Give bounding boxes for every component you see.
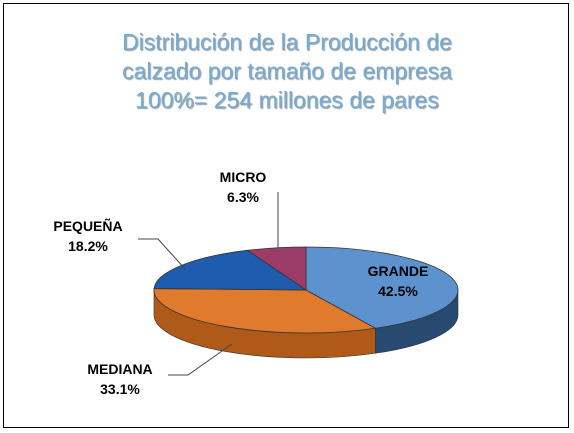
- pie-tops: [153, 246, 459, 334]
- slice-label-micro: MICRO: [220, 169, 267, 185]
- leader-line-mediana: [168, 343, 233, 376]
- leader-line-pequena: [138, 238, 187, 271]
- slice-value-grande: 42.5%: [378, 283, 418, 299]
- pie-leader-lines: [138, 192, 279, 376]
- chart-title-line-3: 100%= 254 millones de pares: [135, 87, 439, 113]
- chart-title-line-2: calzado por tamaño de empresa: [122, 58, 452, 84]
- slice-label-grande: GRANDE: [368, 263, 429, 279]
- slice-value-pequena: 18.2%: [68, 238, 108, 254]
- pie-slice-grande: [305, 246, 459, 329]
- chart-title: Distribución de la Producción de calzado…: [4, 28, 570, 115]
- pie-slice-pequena: [153, 249, 308, 291]
- slice-value-micro: 6.3%: [227, 189, 259, 205]
- slice-value-mediana: 33.1%: [100, 381, 140, 397]
- pie-slice-mediana: [153, 288, 377, 334]
- slice-label-mediana: MEDIANA: [87, 361, 152, 377]
- chart-title-line-1: Distribución de la Producción de: [122, 29, 452, 55]
- slice-label-pequena: PEQUEÑA: [53, 217, 122, 234]
- pie-slice-micro: [246, 246, 307, 291]
